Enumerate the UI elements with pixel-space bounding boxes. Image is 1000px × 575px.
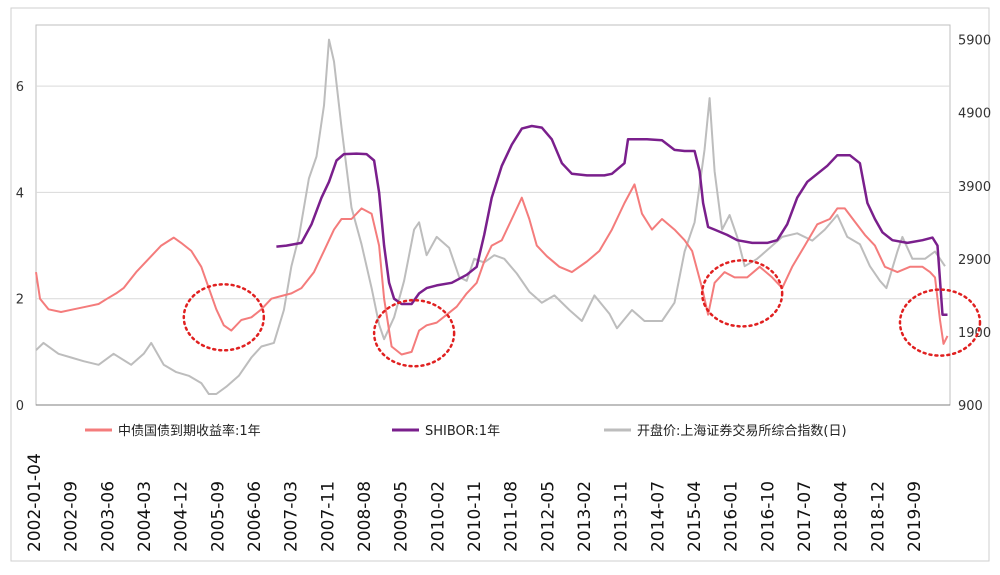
- dotted-circle-annotation: [898, 288, 982, 357]
- x-tick-label: 2007-03: [282, 481, 302, 552]
- x-tick-label: 2002-01-04: [25, 453, 45, 552]
- x-tick-labels: 2002-01-04 2002-09 2003-06 2004-03 2004-12 20…: [25, 453, 925, 552]
- series-line-shibor: [276, 124, 948, 316]
- x-tick-label: 2016-01: [722, 481, 742, 552]
- y-right-tick-label: 2900: [958, 253, 991, 268]
- dotted-circle-annotation: [372, 299, 456, 368]
- x-tick-label: 2018-04: [832, 481, 852, 552]
- y-left-tick-label: 0: [16, 399, 24, 414]
- x-tick-label: 2016-10: [758, 481, 778, 552]
- x-tick-label: 2010-02: [428, 481, 448, 552]
- x-tick-label: 2010-11: [465, 481, 485, 552]
- x-tick-label: 2008-08: [355, 481, 375, 552]
- x-tick-label: 2019-09: [905, 481, 925, 552]
- series-line-index: [35, 38, 946, 395]
- y-right-tick-label: 4900: [958, 107, 991, 122]
- series-line-yield: [35, 183, 949, 356]
- x-tick-label: 2005-09: [208, 481, 228, 552]
- axes: 0 2 4 6 900 1900 2900 3900 4900 5900: [16, 34, 991, 414]
- x-tick-label: 2004-12: [172, 481, 192, 552]
- x-tick-label: 2013-02: [575, 481, 595, 552]
- y-right-tick-label: 900: [958, 399, 983, 414]
- series-group: [35, 38, 949, 395]
- y-left-tick-label: 2: [16, 293, 24, 308]
- x-tick-label: 2017-07: [795, 481, 815, 552]
- y-left-tick-label: 6: [16, 80, 24, 95]
- chart-border: [10, 7, 990, 562]
- x-tick-label: 2007-11: [318, 481, 338, 552]
- x-tick-label: 2004-03: [135, 481, 155, 552]
- legend-label-index: 开盘价:上海证券交易所综合指数(日): [637, 423, 847, 439]
- x-tick-label: 2011-08: [502, 481, 522, 552]
- x-tick-label: 2006-06: [245, 481, 265, 552]
- dotted-circle-annotation: [700, 259, 784, 328]
- legend: 中债国债到期收益率:1年 SHIBOR:1年 开盘价:上海证券交易所综合指数(日…: [85, 423, 847, 439]
- y-right-tick-label: 5900: [958, 34, 991, 49]
- x-tick-label: 2012-05: [538, 481, 558, 552]
- y-right-tick-label: 1900: [958, 326, 991, 341]
- x-tick-label: 2014-07: [648, 481, 668, 552]
- legend-label-shibor: SHIBOR:1年: [425, 424, 500, 439]
- x-tick-label: 2003-06: [98, 481, 118, 552]
- annotation-group: [182, 259, 982, 368]
- x-tick-label: 2018-12: [868, 481, 888, 552]
- x-tick-label: 2013-11: [612, 481, 632, 552]
- y-right-tick-label: 3900: [958, 180, 991, 195]
- x-tick-label: 2002-09: [62, 481, 82, 552]
- y-left-tick-label: 4: [16, 186, 24, 201]
- x-tick-label: 2015-04: [685, 481, 705, 552]
- legend-label-yield: 中债国债到期收益率:1年: [118, 423, 261, 439]
- x-tick-label: 2009-05: [392, 481, 412, 552]
- dotted-circle-annotation: [182, 283, 266, 352]
